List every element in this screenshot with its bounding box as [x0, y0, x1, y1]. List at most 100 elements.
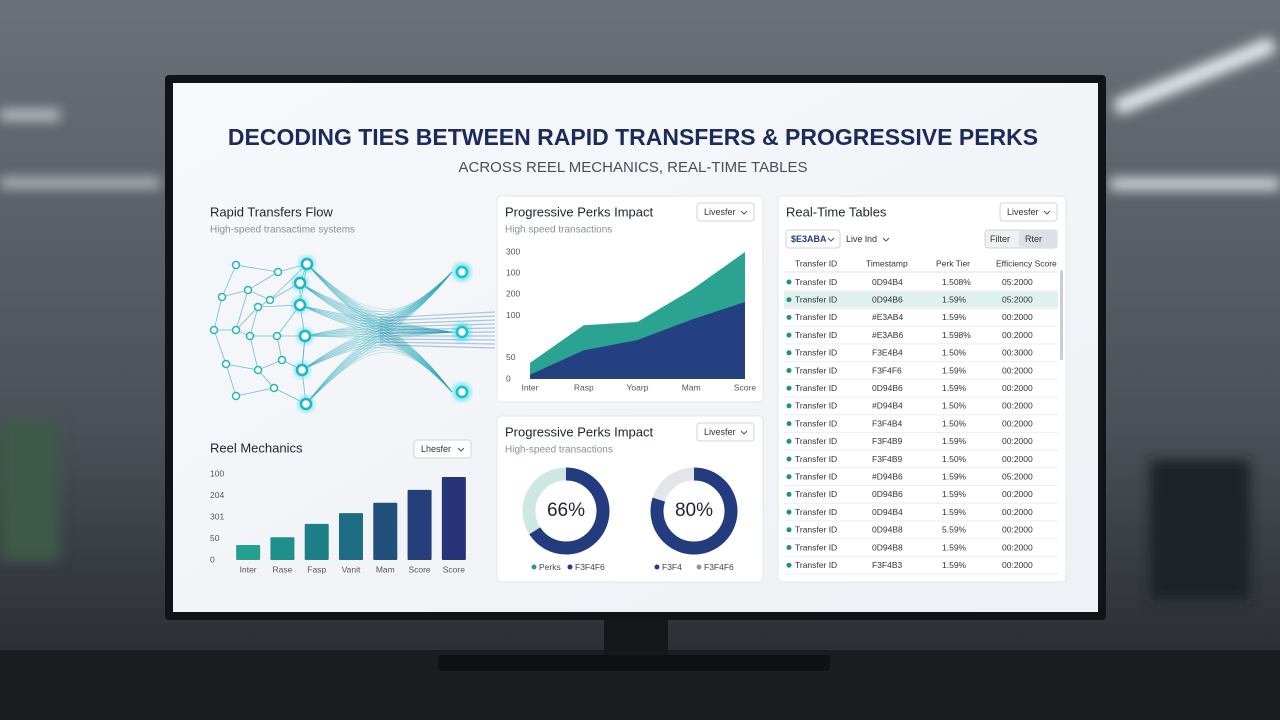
flow-stream	[306, 263, 453, 313]
chip-label[interactable]: $E3ABA	[791, 234, 827, 244]
flow-stream	[299, 282, 453, 393]
flow-stream	[299, 282, 453, 393]
flow-stream	[304, 335, 453, 393]
table-cell: F3F4B3	[872, 560, 903, 570]
dropdown[interactable]: Livesfer	[696, 202, 755, 222]
table-cell: Transfer ID	[795, 525, 837, 535]
flow-stream	[304, 271, 453, 337]
table-cell: 00:2000	[1002, 436, 1033, 446]
flow-stream	[301, 331, 453, 371]
flow-stream	[299, 304, 453, 393]
filter-chip[interactable]: $E3ABA	[785, 229, 841, 249]
table-cell: #D94B6	[872, 471, 903, 481]
network-node	[298, 329, 312, 343]
dropdown[interactable]: Lhesfer	[413, 439, 472, 459]
dropdown[interactable]: Livesfer	[696, 422, 755, 442]
bar	[270, 537, 295, 560]
flow-stream	[301, 342, 453, 393]
table-cell: #E3AB6	[872, 330, 903, 340]
flow-stream	[299, 271, 453, 327]
table-cell: 1.50%	[942, 454, 967, 464]
dropdown-box[interactable]	[999, 202, 1058, 222]
table-cell: Transfer ID	[795, 383, 837, 393]
table-cell: 05:2000	[1002, 277, 1033, 287]
panel-subtitle: High-speed transactions	[505, 445, 613, 456]
flow-stream	[306, 263, 453, 393]
bar	[373, 502, 398, 560]
chip-box[interactable]	[785, 229, 841, 249]
flow-stream	[299, 304, 453, 393]
table-cell: 00:3000	[1002, 348, 1033, 358]
flow-stream	[304, 271, 453, 337]
flow-stream	[301, 329, 453, 371]
flow-stream	[305, 271, 453, 405]
legend-label: F3F4F6	[704, 562, 734, 572]
table-cell: Transfer ID	[795, 348, 837, 358]
status-dot	[786, 279, 792, 285]
table-cell: 00:2000	[1002, 489, 1033, 499]
column-header: Efficiency Score	[996, 258, 1057, 268]
status-dot	[786, 438, 792, 444]
table-cell: Transfer ID	[795, 454, 837, 464]
network-node	[217, 292, 227, 302]
flow-stream	[299, 282, 453, 333]
dropdown-label[interactable]: Livesfer	[1007, 207, 1039, 217]
network-node	[273, 267, 283, 277]
flow-stream	[306, 263, 453, 320]
flow-stream	[379, 331, 496, 334]
flow-stream	[299, 271, 453, 323]
dropdown-label[interactable]: Livesfer	[704, 207, 736, 217]
monitor-base	[438, 655, 830, 671]
table-cell: 1.59%	[942, 294, 967, 304]
flow-stream	[379, 315, 496, 322]
dropdown[interactable]: Livesfer	[999, 202, 1058, 222]
table-cell: Transfer ID	[795, 365, 837, 375]
legend-label: F3F4	[662, 562, 682, 572]
table-cell: 1.50%	[942, 348, 967, 358]
table-cell: Transfer ID	[795, 277, 837, 287]
network-node	[455, 385, 469, 399]
table-cell: Transfer ID	[795, 418, 837, 428]
table-cell: 5.59%	[942, 525, 967, 535]
bar	[236, 544, 261, 560]
flow-stream	[299, 304, 453, 333]
flow-stream	[299, 271, 453, 320]
chevron	[882, 237, 890, 242]
network-link	[235, 289, 249, 331]
y-tick-label: 200	[506, 289, 520, 299]
dropdown-label[interactable]: Livesfer	[704, 427, 736, 437]
donut-arc	[650, 467, 738, 555]
network-node	[293, 298, 307, 312]
dropdown-box[interactable]	[413, 439, 472, 459]
flow-stream	[299, 282, 453, 333]
x-tick-label: Mam	[682, 382, 701, 392]
chevron	[740, 210, 748, 215]
filter-select[interactable]: Live lnd	[846, 234, 877, 244]
dropdown-box[interactable]	[696, 422, 755, 442]
status-dot	[786, 368, 792, 373]
flow-stream	[379, 341, 496, 345]
y-tick-label: 0	[210, 554, 215, 564]
network-link	[213, 296, 223, 331]
flow-stream	[299, 271, 453, 324]
flow-stream	[299, 271, 453, 315]
chevron	[740, 430, 748, 435]
flow-stream	[306, 263, 453, 318]
area-series	[530, 301, 745, 379]
flow-stream	[305, 349, 453, 405]
dropdown-label[interactable]: Lhesfer	[421, 444, 451, 454]
table-cell: 05:2000	[1002, 471, 1033, 481]
flow-stream	[301, 271, 453, 371]
network-node	[455, 265, 469, 279]
flow-stream	[306, 263, 453, 333]
network-node	[253, 365, 263, 375]
flow-stream	[306, 263, 453, 334]
flow-stream	[299, 271, 453, 312]
chevron	[1043, 210, 1051, 215]
status-dot	[786, 350, 792, 356]
button-label[interactable]: Rter	[1025, 234, 1042, 244]
y-tick-label: 0	[506, 373, 511, 383]
button-label[interactable]: Filter	[990, 234, 1010, 244]
legend-swatch	[654, 564, 660, 570]
dropdown-box[interactable]	[696, 202, 755, 222]
